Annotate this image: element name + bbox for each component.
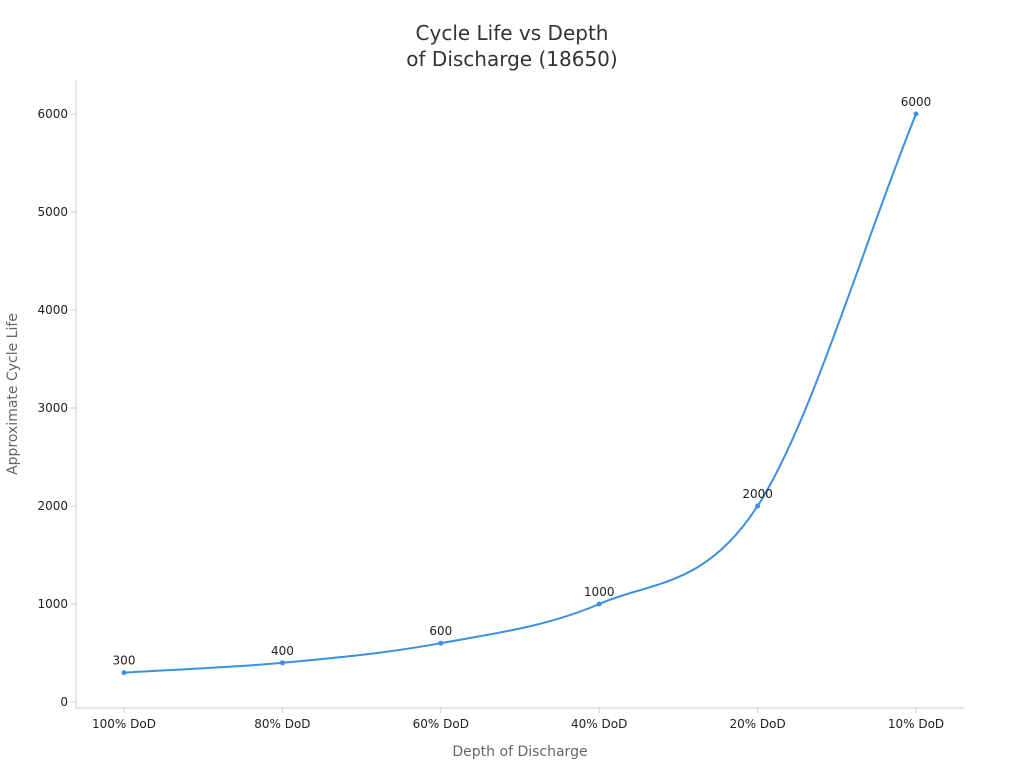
y-tick-label: 5000: [37, 205, 68, 219]
y-axis-label: Approximate Cycle Life: [5, 313, 21, 475]
series-line: [123, 113, 917, 674]
data-point: [596, 601, 602, 607]
x-tick-label: 40% DoD: [571, 717, 627, 731]
x-axis-ticks: 100% DoD 80% DoD 60% DoD 40% DoD 20% DoD 10% …: [92, 708, 944, 731]
series-points: [121, 111, 919, 676]
data-point: [438, 640, 444, 646]
data-point: [121, 670, 127, 676]
y-tick-label: 3000: [37, 401, 68, 415]
y-tick-label: 6000: [37, 107, 68, 121]
y-tick-label: 0: [60, 695, 68, 709]
data-point: [913, 111, 919, 117]
x-tick-label: 20% DoD: [729, 717, 785, 731]
data-label: 1000: [584, 585, 615, 599]
y-tick-label: 2000: [37, 499, 68, 513]
x-tick-label: 100% DoD: [92, 717, 156, 731]
chart-title-line-1: Cycle Life vs Depth: [416, 21, 609, 45]
data-point: [279, 660, 285, 666]
data-label: 400: [271, 644, 294, 658]
y-tick-label: 4000: [37, 303, 68, 317]
data-label: 600: [429, 624, 452, 638]
x-tick-label: 60% DoD: [413, 717, 469, 731]
data-labels: 300 400 600 1000 2000 6000: [113, 95, 932, 668]
x-axis-label: Depth of Discharge: [452, 744, 587, 760]
chart-title-line-2: of Discharge (18650): [406, 47, 617, 71]
x-tick-label: 10% DoD: [888, 717, 944, 731]
data-point: [755, 503, 761, 509]
y-tick-label: 1000: [37, 597, 68, 611]
data-label: 6000: [901, 95, 932, 109]
y-axis-ticks: 0 1000 2000 3000 4000 5000 6000: [37, 107, 76, 709]
data-label: 2000: [742, 487, 773, 501]
data-label: 300: [113, 654, 136, 668]
x-tick-label: 80% DoD: [254, 717, 310, 731]
